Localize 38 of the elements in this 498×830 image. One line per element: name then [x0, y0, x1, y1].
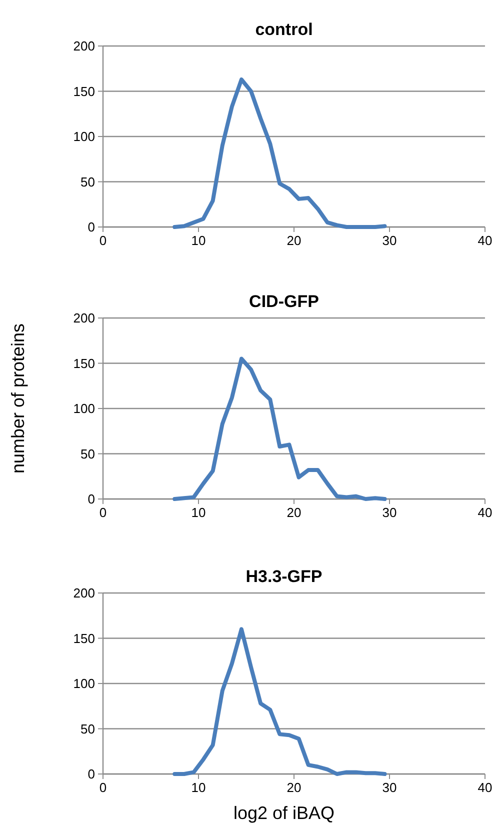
x-tick-label: 10 [191, 780, 206, 795]
y-tick-label: 200 [73, 310, 95, 326]
chart-title: control [255, 20, 313, 39]
x-tick-label: 10 [191, 505, 206, 520]
x-tick-label: 20 [286, 233, 302, 248]
y-tick-label: 100 [73, 401, 95, 416]
chart-title: CID-GFP [249, 292, 319, 311]
y-tick-label: 100 [73, 129, 95, 144]
x-tick-label: 0 [99, 505, 107, 520]
x-tick-label: 30 [382, 780, 397, 795]
x-tick-label: 30 [382, 505, 397, 520]
line-series [172, 627, 387, 776]
chart-title: H3.3-GFP [246, 567, 322, 586]
line-series [172, 356, 387, 501]
x-tick-label: 20 [286, 780, 302, 795]
x-tick-label: 0 [99, 233, 107, 248]
y-tick-label: 200 [73, 38, 95, 54]
line-series [172, 77, 387, 229]
y-tick-label: 50 [80, 446, 95, 462]
y-axis-title: number of proteins [8, 323, 28, 474]
y-tick-label: 200 [73, 586, 95, 600]
y-tick-label: 100 [73, 676, 95, 691]
y-tick-label: 150 [73, 630, 95, 646]
x-tick-label: 30 [382, 233, 397, 248]
x-axis-title: log2 of iBAQ [233, 803, 335, 823]
y-tick-label: 0 [88, 220, 95, 234]
x-tick-label: 20 [286, 505, 302, 520]
y-tick-label: 0 [88, 492, 95, 506]
x-tick-label: 0 [99, 780, 107, 795]
y-tick-label: 150 [73, 84, 95, 99]
y-tick-label: 50 [80, 721, 95, 736]
y-tick-label: 150 [73, 356, 95, 371]
y-tick-label: 50 [80, 174, 95, 190]
x-tick-label: 40 [478, 505, 492, 520]
y-tick-label: 0 [88, 766, 95, 782]
x-tick-label: 40 [478, 233, 492, 248]
x-tick-label: 10 [191, 233, 206, 248]
x-tick-label: 40 [478, 780, 492, 795]
